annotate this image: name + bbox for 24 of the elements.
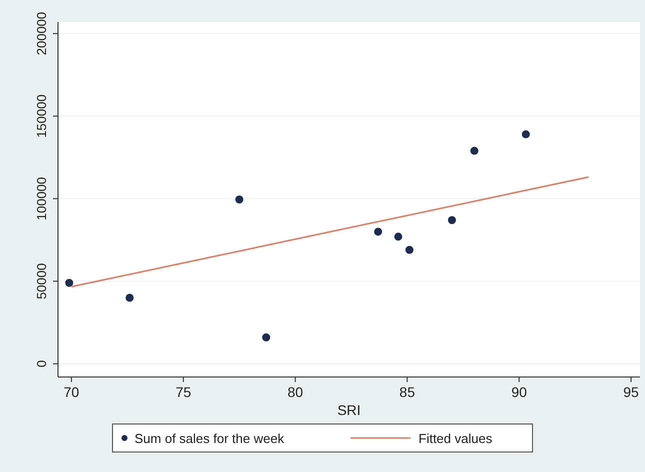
y-tick-label: 150000 — [34, 94, 49, 138]
point — [262, 333, 270, 342]
x-tick-label: 70 — [64, 384, 80, 400]
x-tick-label: 85 — [399, 384, 416, 400]
x-tick-label: 90 — [511, 384, 528, 400]
y-tick-label: 100000 — [34, 176, 49, 220]
point — [374, 228, 382, 236]
y-tick-label: 200000 — [34, 12, 49, 56]
legend-label: Sum of sales for the week — [134, 431, 285, 446]
point — [65, 278, 74, 287]
point — [470, 146, 478, 155]
x-tick-label: 95 — [623, 384, 640, 400]
point — [126, 294, 134, 302]
x-tick-label: 75 — [176, 384, 192, 400]
point — [405, 246, 414, 254]
point — [394, 232, 402, 241]
x-tick-label: 80 — [287, 384, 304, 400]
point — [448, 216, 456, 224]
x-axis-title: SRI — [337, 402, 361, 418]
point — [235, 196, 244, 204]
y-tick-label: 50000 — [34, 263, 49, 300]
point — [522, 130, 530, 138]
legend-label: Fitted values — [418, 431, 493, 446]
y-tick-label: 0 — [34, 360, 49, 368]
